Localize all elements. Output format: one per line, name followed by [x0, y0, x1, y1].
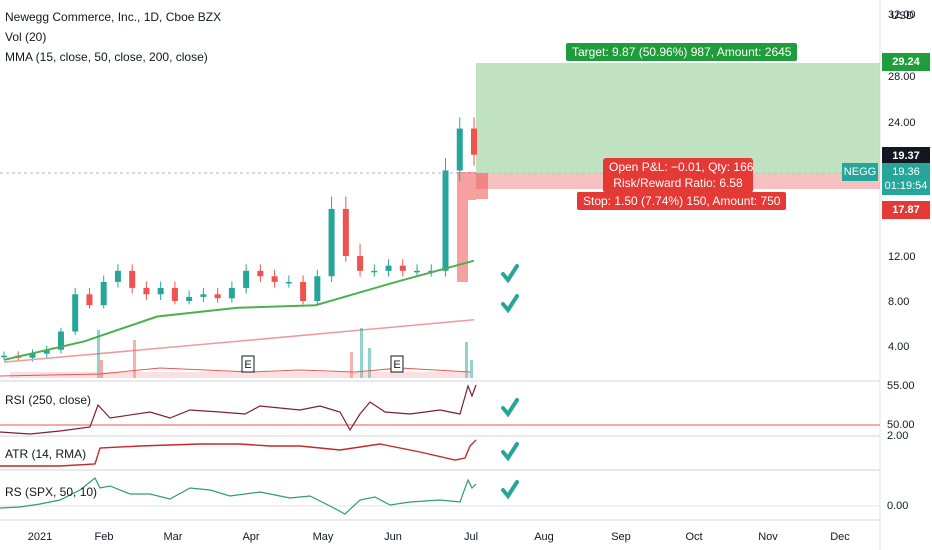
moving-averages — [3, 259, 475, 363]
candle-body — [328, 208, 335, 277]
earnings-text-2: E — [393, 359, 400, 371]
time-axis: 2021 Feb Mar Apr May Jun Jul Aug Sep Oct Nov Dec — [28, 531, 851, 543]
candle-body — [456, 128, 463, 171]
stop-price-tag: 17.87 — [882, 201, 930, 219]
rs-legend[interactable]: RS (SPX, 50, 10) — [5, 485, 98, 499]
candle-body — [357, 256, 364, 271]
candle-body — [257, 270, 264, 277]
time-tick-1: Feb — [95, 531, 114, 543]
candle-body — [342, 208, 349, 256]
candle-body — [228, 287, 235, 299]
time-tick-3: Apr — [242, 531, 259, 543]
risk-reward-label[interactable]: Risk/Reward Ratio: 6.58 — [603, 174, 753, 192]
time-tick-8: Sep — [611, 531, 631, 543]
symbol-tag[interactable]: NEGG — [842, 163, 878, 181]
check-icon-4 — [501, 442, 519, 462]
open-pl-label[interactable]: Open P&L: −0.01, Qty: 166 — [603, 158, 753, 176]
time-tick-4: May — [313, 531, 334, 543]
earnings-marker-1[interactable] — [241, 355, 255, 373]
price-tick-5: 4.00 — [888, 341, 909, 353]
candle-body — [43, 349, 50, 354]
rs-tick: 0.00 — [887, 500, 909, 512]
atr-legend[interactable]: ATR (14, RMA) — [5, 447, 87, 461]
check-icon-3 — [501, 398, 519, 418]
price-tick-0: 32.00 — [888, 9, 916, 21]
rsi-line — [0, 384, 477, 435]
target-price-tag: 29.24 — [882, 53, 930, 71]
check-icon-2 — [501, 294, 519, 314]
vol-legend[interactable]: Vol (20) — [5, 30, 47, 44]
candle-body — [114, 270, 121, 282]
candle-body — [385, 265, 392, 271]
rsi-legend[interactable]: RSI (250, close) — [5, 393, 92, 407]
candle-body — [157, 287, 164, 295]
currency-label: USD — [890, 10, 914, 22]
last-price-tag: 19.36 01:19:54 — [882, 163, 930, 195]
atr-line — [0, 439, 477, 467]
last-price: 19.36 — [892, 166, 920, 178]
time-tick-11: Dec — [830, 531, 850, 543]
candle-body — [371, 270, 378, 273]
check-icon-1 — [501, 264, 519, 284]
candle-body — [300, 281, 307, 301]
symbol-title[interactable]: Newegg Commerce, Inc., 1D, Cboe BZX — [5, 10, 222, 24]
candles — [1, 117, 477, 362]
time-tick-6: Jul — [464, 531, 478, 543]
candle-body — [214, 294, 221, 299]
earnings-text-1: E — [244, 359, 251, 371]
candle-body — [285, 281, 292, 284]
candle-body — [100, 281, 107, 306]
ma-fast-line — [3, 259, 475, 361]
target-label[interactable]: Target: 9.87 (50.96%) 987, Amount: 2645 — [566, 43, 798, 61]
stop-label[interactable]: Stop: 1.50 (7.74%) 150, Amount: 750 — [577, 192, 787, 210]
candle-body — [72, 294, 79, 332]
time-tick-2: Mar — [164, 531, 183, 543]
candle-body — [86, 294, 93, 306]
check-icon-5 — [501, 480, 519, 500]
ma-slow-line — [3, 318, 475, 363]
price-tick-3: 12.00 — [888, 251, 916, 263]
candle-body — [271, 276, 278, 282]
price-tick-4: 8.00 — [888, 296, 909, 308]
time-tick-0: 2021 — [28, 531, 52, 543]
candle-body — [1, 355, 7, 358]
atr-tick: 2.00 — [887, 430, 909, 442]
time-tick-7: Aug — [534, 531, 554, 543]
time-tick-5: Jun — [384, 531, 402, 543]
candle-body — [314, 276, 321, 301]
price-axis: 32.00 28.00 24.00 12.00 8.00 4.00 — [888, 9, 916, 353]
bar-countdown: 01:19:54 — [884, 180, 928, 192]
candle-body — [171, 287, 178, 301]
mma-legend[interactable]: MMA (15, close, 50, close, 200, close) — [5, 50, 208, 64]
time-tick-9: Oct — [685, 531, 702, 543]
candle-body — [129, 270, 136, 288]
candle-body — [186, 296, 193, 301]
candle-body — [143, 287, 150, 295]
price-tick-2: 24.00 — [888, 117, 916, 129]
candle-body — [414, 270, 421, 273]
earnings-marker-2[interactable] — [390, 355, 404, 373]
candle-body — [442, 170, 449, 271]
target-zone[interactable] — [476, 63, 880, 173]
rsi-tick-mid: 50.00 — [887, 419, 915, 431]
candle-body — [471, 128, 477, 155]
candle-body — [57, 331, 64, 350]
entry-price-tag: 19.37 — [882, 147, 930, 165]
price-tick-1: 28.00 — [888, 71, 916, 83]
candle-body — [399, 265, 406, 271]
candle-body — [29, 353, 36, 358]
time-tick-10: Nov — [758, 531, 778, 543]
candle-body — [200, 294, 207, 297]
rs-line — [0, 477, 477, 515]
rsi-tick-top: 55.00 — [887, 380, 915, 392]
candle-body — [243, 270, 250, 288]
